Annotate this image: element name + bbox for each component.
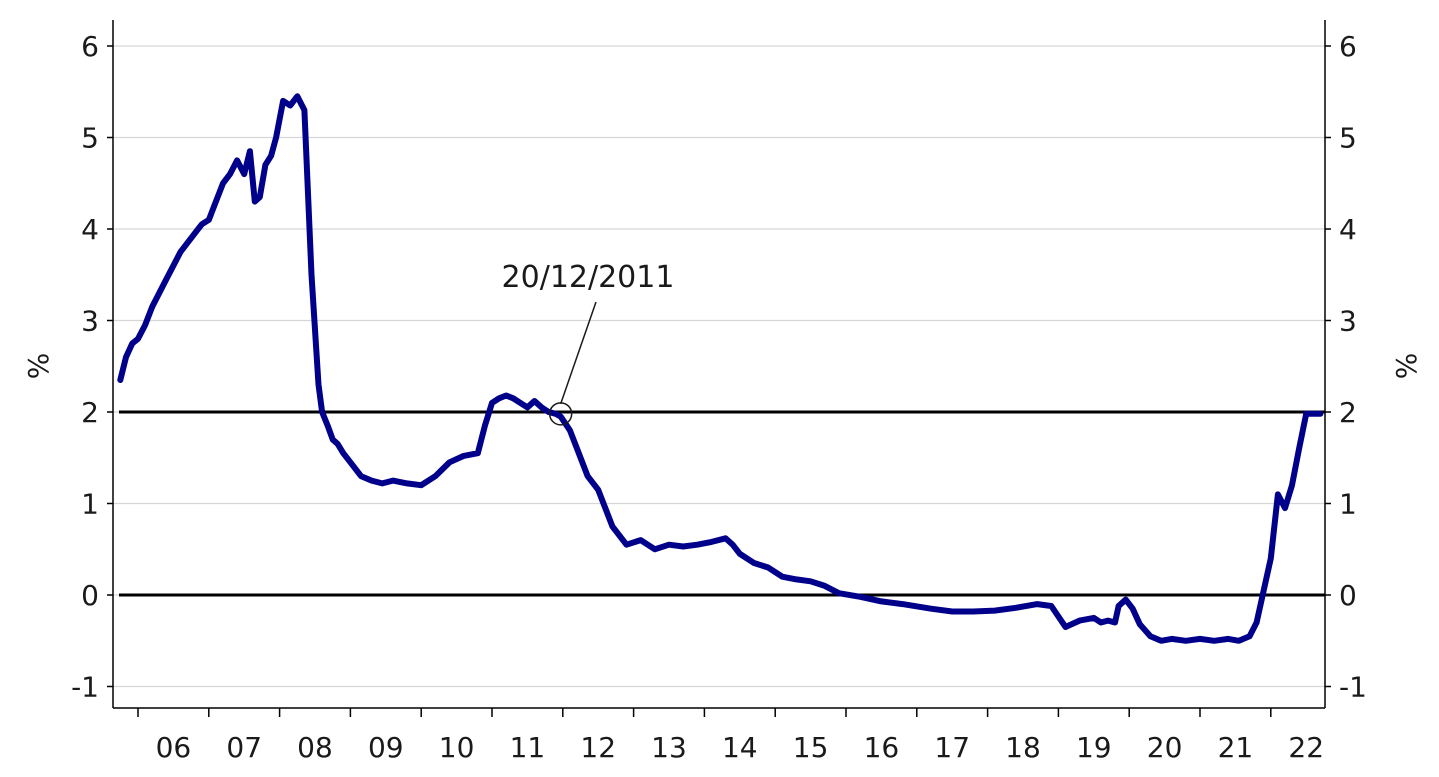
y-tick-label-right: 6 (1339, 30, 1357, 63)
annotation-leader-line (559, 301, 597, 405)
x-tick-label: 20 (1147, 731, 1183, 764)
y-tick-label-right: -1 (1339, 671, 1367, 704)
x-tick-label: 16 (864, 731, 900, 764)
y-tick-label-left: 2 (81, 396, 99, 429)
y-tick-label-left: 4 (81, 213, 99, 246)
y-tick-label-left: 5 (81, 122, 99, 155)
annotation-marker (548, 402, 573, 426)
tick-marks (107, 45, 1331, 717)
series-line (117, 93, 1324, 644)
x-tick-label: 07 (226, 731, 262, 764)
axes (112, 20, 1326, 709)
y-axis-title-left: % (22, 353, 55, 380)
x-tick-label: 18 (1005, 731, 1041, 764)
series (117, 93, 1324, 644)
tick-labels: -1 -10 01 12 23 34 45 56 606 07 08 09 10 11 12 13 14 15 16… (71, 30, 1367, 764)
x-tick-label: 19 (1076, 731, 1112, 764)
y-tick-label-right: 4 (1339, 213, 1357, 246)
x-tick-label: 14 (722, 731, 758, 764)
x-tick-label: 21 (1218, 731, 1254, 764)
x-tick-label: 09 (368, 731, 404, 764)
y-tick-label-left: 0 (81, 579, 99, 612)
x-tick-label: 17 (934, 731, 970, 764)
y-tick-label-left: -1 (71, 671, 99, 704)
x-tick-label: 10 (439, 731, 475, 764)
x-tick-label: 13 (651, 731, 687, 764)
x-tick-label: 11 (510, 731, 546, 764)
x-tick-label: 22 (1288, 731, 1324, 764)
y-tick-label-left: 3 (81, 305, 99, 338)
y-tick-label-right: 0 (1339, 579, 1357, 612)
y-tick-label-left: 6 (81, 30, 99, 63)
x-tick-label: 06 (156, 731, 192, 764)
gridlines (113, 45, 1325, 688)
y-axis-title-right: % (1390, 353, 1423, 380)
y-tick-label-right: 3 (1339, 305, 1357, 338)
x-tick-label: 15 (793, 731, 829, 764)
y-tick-label-right: 5 (1339, 122, 1357, 155)
y-tick-label-left: 1 (81, 488, 99, 521)
x-tick-label: 08 (297, 731, 333, 764)
annotation-label: 20/12/2011 (502, 260, 675, 295)
y-tick-label-right: 2 (1339, 396, 1357, 429)
annotation: 20/12/2011 (502, 260, 675, 426)
y-tick-label-right: 1 (1339, 488, 1357, 521)
x-tick-label: 12 (580, 731, 616, 764)
